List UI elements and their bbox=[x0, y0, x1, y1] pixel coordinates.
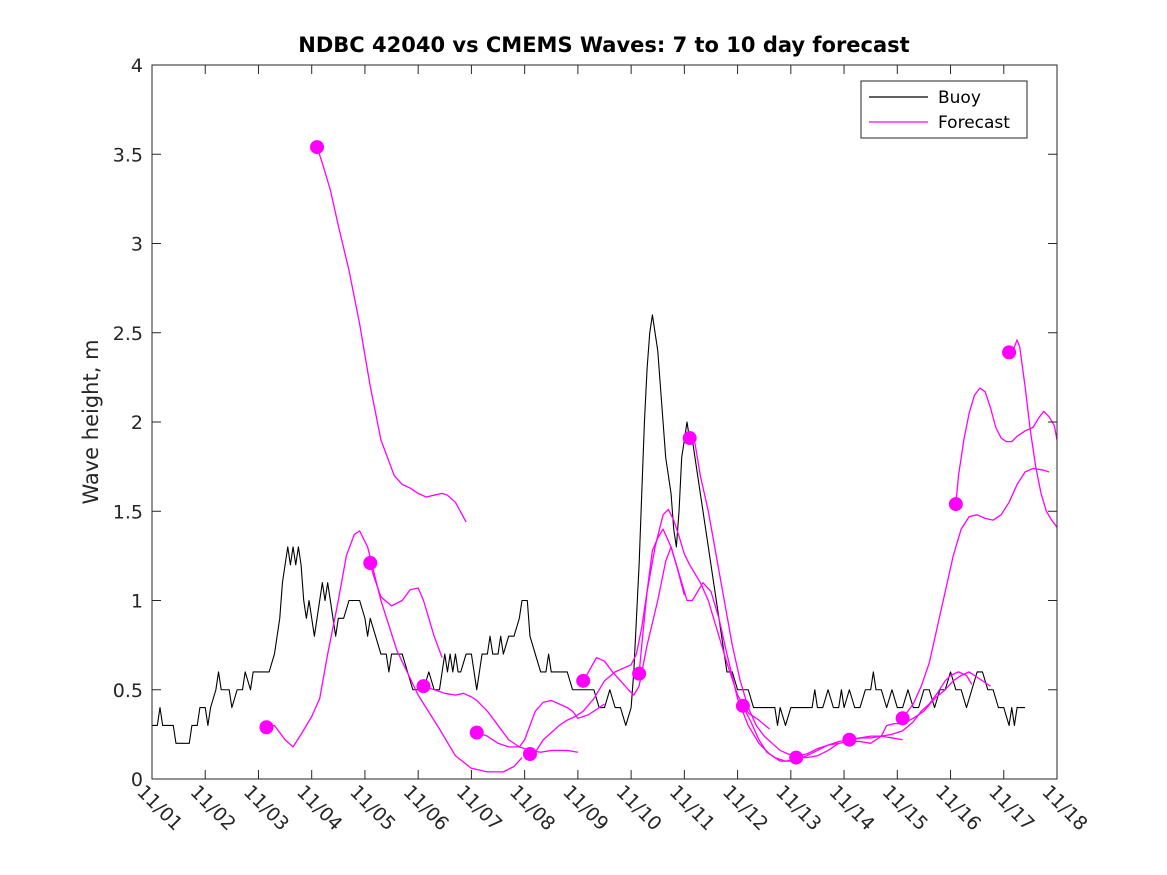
forecast-start-marker-5 bbox=[522, 747, 537, 762]
legend-box bbox=[860, 80, 1028, 139]
forecast-start-marker-2 bbox=[363, 556, 378, 571]
forecast-series-line-15 bbox=[1008, 339, 1058, 528]
forecast-series-line-7 bbox=[582, 546, 685, 696]
axis-ticks bbox=[151, 64, 1058, 780]
forecast-markers bbox=[259, 140, 1017, 765]
forecast-start-marker-9 bbox=[735, 698, 750, 713]
forecast-start-marker-10 bbox=[789, 750, 804, 765]
y-tick-label-1: 0.5 bbox=[113, 680, 143, 702]
forecast-start-marker-12 bbox=[895, 711, 910, 726]
plot-area bbox=[152, 65, 1057, 779]
forecast-start-marker-8 bbox=[682, 431, 697, 446]
y-tick-label-7: 3.5 bbox=[113, 144, 143, 166]
y-tick-label-5: 2.5 bbox=[113, 323, 143, 345]
forecast-series-line-1 bbox=[266, 530, 523, 773]
forecast-start-marker-1 bbox=[310, 140, 325, 155]
forecast-series-line-10 bbox=[742, 705, 903, 762]
forecast-series-line-9 bbox=[689, 437, 839, 757]
forecast-series-line-6 bbox=[529, 508, 770, 755]
y-tick-labels: 0 0.5 1 1.5 2 2.5 3 3.5 4 bbox=[113, 55, 143, 791]
forecast-series-line-4 bbox=[423, 685, 578, 753]
y-tick-label-6: 3 bbox=[131, 234, 143, 256]
forecast-start-marker-4 bbox=[469, 725, 484, 740]
series-lines bbox=[152, 146, 1058, 773]
y-axis-label: Wave height, m bbox=[79, 339, 103, 504]
forecast-start-marker-7 bbox=[632, 666, 647, 681]
y-tick-label-8: 4 bbox=[131, 55, 143, 77]
forecast-series-line-14 bbox=[955, 387, 1058, 505]
forecast-series-line-5 bbox=[476, 699, 605, 748]
legend-label-forecast: Forecast bbox=[938, 113, 1010, 133]
legend-label-buoy: Buoy bbox=[938, 88, 981, 108]
legend: Buoy Forecast bbox=[860, 80, 1028, 139]
y-tick-label-3: 1.5 bbox=[113, 501, 143, 523]
forecast-series-line-12 bbox=[849, 671, 973, 741]
forecast-start-marker-11 bbox=[842, 732, 857, 747]
y-tick-label-0: 0 bbox=[131, 769, 143, 791]
forecast-start-marker-13 bbox=[948, 497, 963, 512]
forecast-series-line-8 bbox=[638, 528, 791, 762]
chart-title: NDBC 42040 vs CMEMS Waves: 7 to 10 day f… bbox=[298, 33, 909, 57]
forecast-series-line-3 bbox=[369, 562, 443, 658]
forecast-start-marker-14 bbox=[1002, 345, 1017, 360]
forecast-series-line-2 bbox=[316, 146, 467, 523]
forecast-series-line-13 bbox=[902, 467, 1050, 719]
y-tick-label-4: 2 bbox=[131, 412, 143, 434]
y-tick-label-2: 1 bbox=[131, 591, 143, 613]
forecast-start-marker-3 bbox=[416, 679, 431, 694]
buoy-series-line bbox=[152, 314, 1026, 744]
forecast-start-marker-6 bbox=[576, 673, 591, 688]
forecast-start-marker-0 bbox=[259, 720, 274, 735]
